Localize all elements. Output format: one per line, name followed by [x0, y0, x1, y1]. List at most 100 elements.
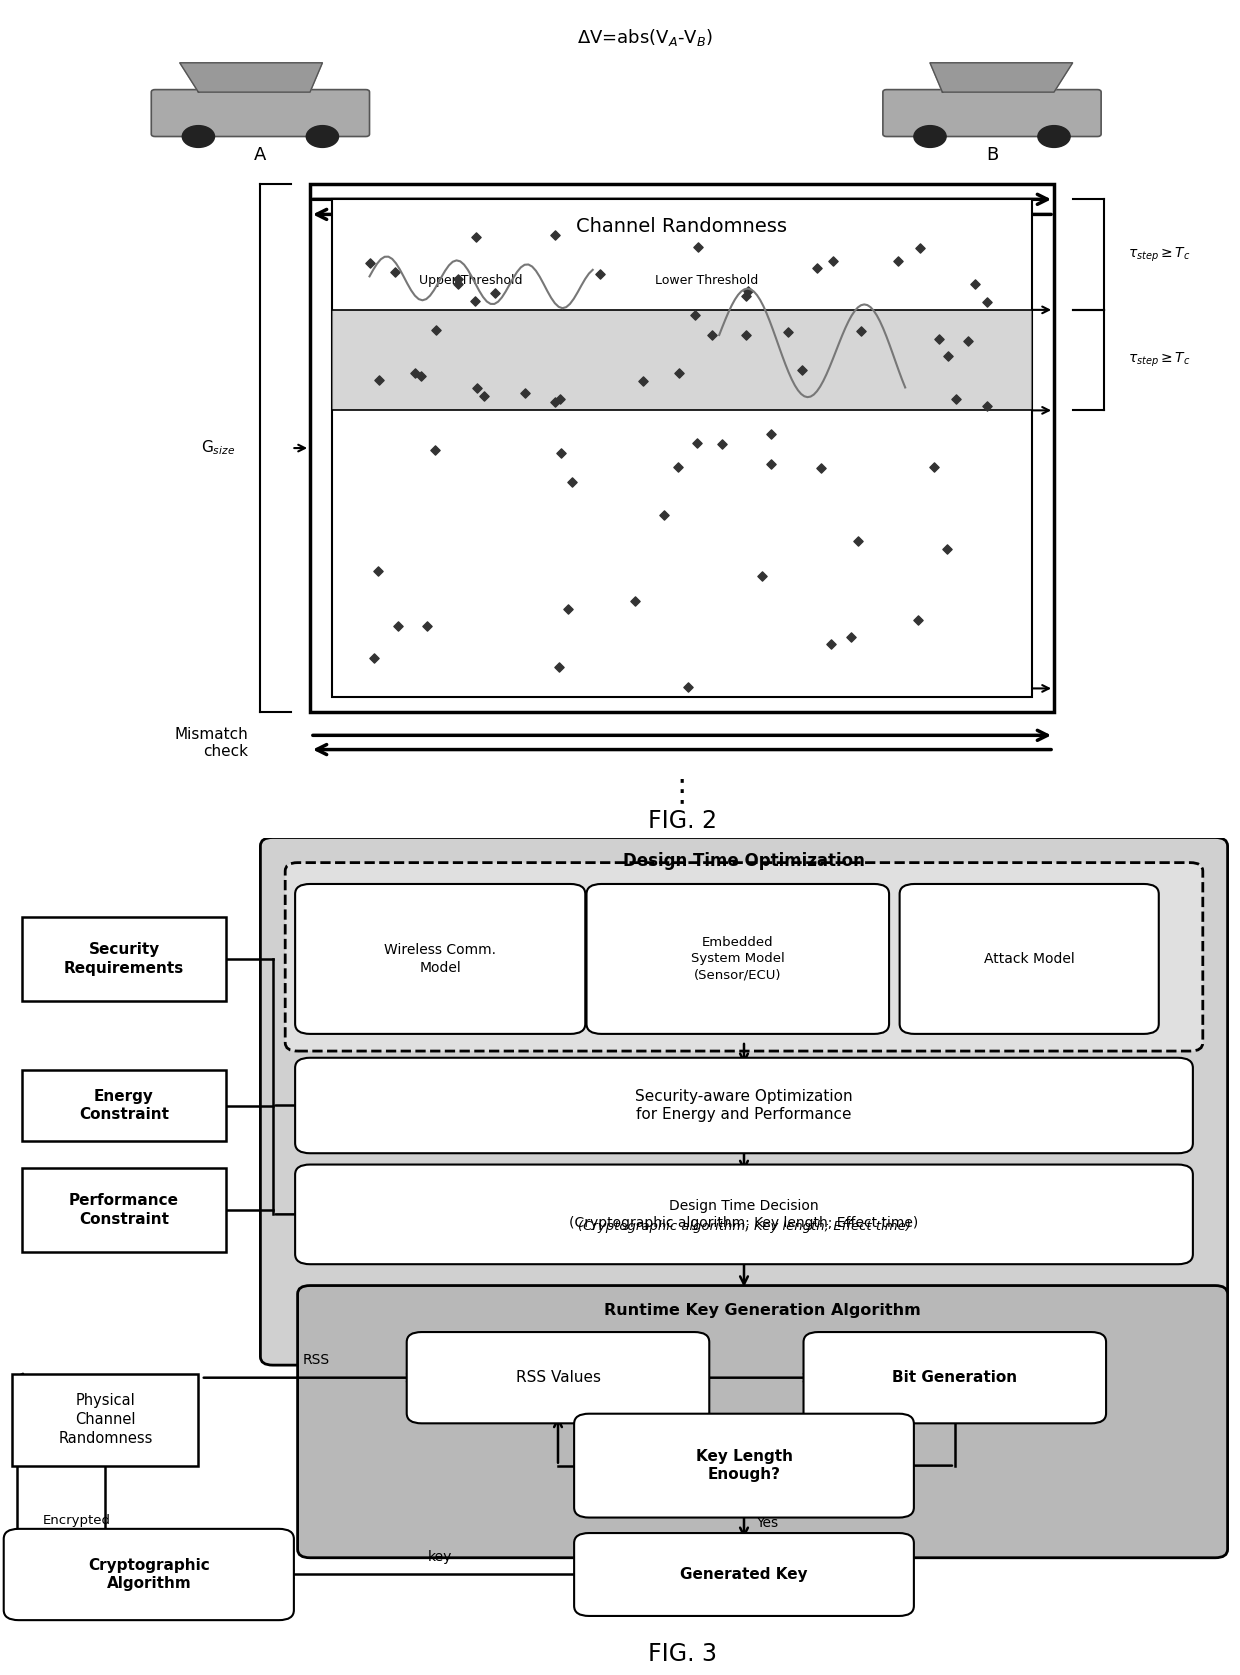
Text: Channel Randomness: Channel Randomness — [577, 216, 787, 236]
Bar — [22, 1070, 226, 1141]
FancyBboxPatch shape — [407, 1332, 709, 1424]
Text: A: A — [254, 146, 267, 164]
Bar — [22, 1169, 226, 1253]
FancyBboxPatch shape — [587, 884, 889, 1033]
Point — [363, 645, 383, 672]
Circle shape — [1038, 126, 1070, 147]
Text: No: No — [573, 1429, 591, 1444]
Point — [965, 271, 985, 298]
Point — [735, 322, 755, 348]
Text: FIG. 3: FIG. 3 — [647, 1642, 717, 1667]
Point — [946, 385, 966, 412]
Point — [465, 288, 485, 315]
Text: Yes: Yes — [756, 1516, 779, 1529]
Bar — [12, 1374, 198, 1466]
Polygon shape — [930, 62, 1073, 92]
Point — [737, 281, 756, 308]
Circle shape — [914, 126, 946, 147]
Point — [702, 322, 722, 348]
Point — [410, 363, 430, 390]
Text: Design Time Decision
(Cryptographic algorithm; Key length; Effect time): Design Time Decision (Cryptographic algo… — [569, 1199, 919, 1229]
Point — [937, 534, 957, 561]
Point — [590, 261, 610, 288]
Text: RSS Values: RSS Values — [516, 1370, 600, 1385]
FancyBboxPatch shape — [900, 884, 1158, 1033]
Point — [549, 653, 569, 680]
Point — [807, 255, 827, 281]
Text: Mismatch
check: Mismatch check — [175, 727, 248, 759]
Text: FIG. 2: FIG. 2 — [647, 809, 717, 832]
Point — [668, 360, 688, 387]
Point — [888, 248, 908, 275]
Point — [929, 325, 949, 352]
Point — [546, 389, 565, 415]
Point — [562, 467, 582, 494]
Text: (Cryptographic algorithm; Key length; Effect time): (Cryptographic algorithm; Key length; Ef… — [578, 1221, 910, 1233]
Text: RSS: RSS — [303, 1353, 330, 1367]
Point — [384, 260, 404, 286]
Point — [361, 250, 381, 276]
FancyBboxPatch shape — [295, 1164, 1193, 1265]
Point — [367, 558, 387, 585]
FancyBboxPatch shape — [295, 884, 585, 1033]
Text: Cryptographic
Algorithm: Cryptographic Algorithm — [88, 1558, 210, 1591]
Point — [466, 223, 486, 250]
Point — [811, 456, 831, 482]
Point — [908, 606, 928, 633]
Point — [760, 451, 780, 477]
Point — [425, 437, 445, 464]
FancyBboxPatch shape — [4, 1529, 294, 1620]
Point — [467, 375, 487, 402]
Point — [677, 673, 697, 700]
Point — [427, 317, 446, 343]
Bar — [332, 199, 1032, 697]
Point — [418, 613, 438, 640]
Text: Security-aware Optimization
for Energy and Performance: Security-aware Optimization for Energy a… — [635, 1089, 853, 1122]
Point — [544, 221, 564, 248]
Text: Upper Threshold: Upper Threshold — [419, 275, 523, 286]
Text: Security
Requirements: Security Requirements — [64, 941, 184, 977]
Point — [687, 429, 707, 456]
Point — [937, 343, 957, 370]
FancyBboxPatch shape — [151, 89, 370, 136]
Polygon shape — [180, 62, 322, 92]
Text: Key Length
Enough?: Key Length Enough? — [696, 1449, 792, 1482]
FancyBboxPatch shape — [295, 1059, 1193, 1154]
Text: $\Delta$V=abs(V$_A$-V$_B$): $\Delta$V=abs(V$_A$-V$_B$) — [577, 27, 713, 49]
FancyBboxPatch shape — [260, 838, 1228, 1365]
Point — [957, 328, 977, 355]
Point — [549, 385, 569, 412]
Text: Wireless Comm.
Model: Wireless Comm. Model — [384, 943, 496, 975]
Point — [842, 623, 862, 650]
Point — [558, 596, 578, 623]
FancyBboxPatch shape — [883, 89, 1101, 136]
Point — [792, 357, 812, 384]
Point — [712, 430, 732, 457]
Text: B: B — [986, 146, 998, 164]
Bar — [310, 184, 1054, 712]
Point — [753, 563, 773, 590]
FancyBboxPatch shape — [574, 1414, 914, 1518]
FancyBboxPatch shape — [298, 1286, 1228, 1558]
Text: G$_{size}$: G$_{size}$ — [201, 439, 236, 457]
Point — [977, 288, 997, 315]
FancyBboxPatch shape — [285, 863, 1203, 1052]
Point — [977, 392, 997, 419]
Text: Physical
Channel
Randomness: Physical Channel Randomness — [58, 1394, 153, 1446]
Point — [634, 368, 653, 395]
Point — [475, 382, 495, 409]
Point — [449, 271, 469, 298]
Point — [625, 588, 645, 615]
Point — [552, 439, 572, 466]
Text: Performance
Constraint: Performance Constraint — [69, 1193, 179, 1228]
Point — [404, 360, 424, 387]
Bar — [22, 916, 226, 1000]
Point — [924, 454, 944, 481]
FancyBboxPatch shape — [574, 1533, 914, 1616]
Point — [370, 367, 389, 394]
Point — [851, 318, 870, 345]
Circle shape — [306, 126, 339, 147]
Text: key: key — [428, 1551, 453, 1564]
Bar — [332, 310, 1032, 410]
Text: $\tau_{step}$$\geq$$T_c$: $\tau_{step}$$\geq$$T_c$ — [1128, 352, 1190, 368]
